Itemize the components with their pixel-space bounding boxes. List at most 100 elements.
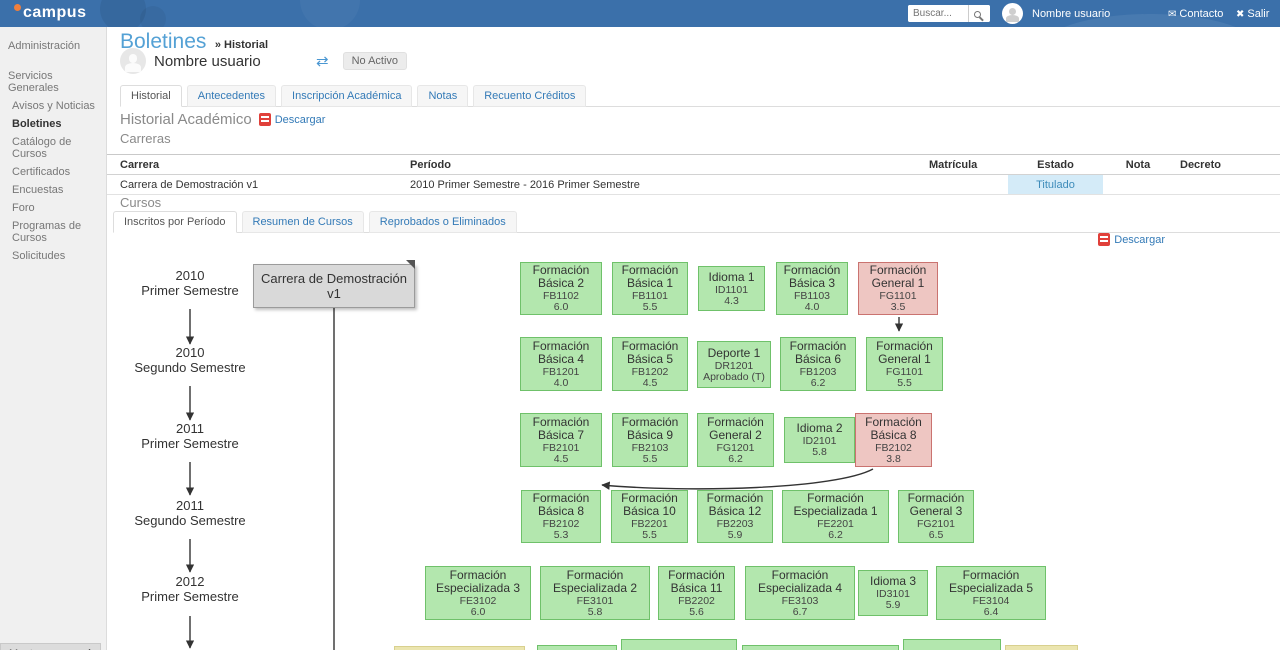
course-grade: 5.5 <box>642 301 658 313</box>
course-fb2203[interactable]: Formación Básica 12 FB2203 5.9 <box>697 490 773 543</box>
course-grade: 5.9 <box>727 529 743 541</box>
course-fg2101[interactable]: Formación General 3 FG2101 6.5 <box>898 490 974 543</box>
course-fe3102[interactable]: Formación Especializada 3 FE3102 6.0 <box>425 566 531 620</box>
download-link[interactable]: Descargar <box>1114 233 1165 246</box>
course-fb1102[interactable]: Formación Básica 2 FB1102 6.0 <box>520 262 602 315</box>
column-header-periodo: Período <box>410 159 451 171</box>
course-fb2103[interactable]: Formación Básica 9 FB2103 5.5 <box>612 413 688 467</box>
contact-link[interactable]: ✉ Contacto <box>1168 8 1224 20</box>
course-code: FB1201 <box>542 365 580 378</box>
course-fb1101[interactable]: Formación Básica 1 FB1101 5.5 <box>612 262 688 315</box>
course-name: Formación General 2 <box>707 414 764 442</box>
course-fg1201[interactable]: Formación General 2 FG1201 6.2 <box>697 413 774 467</box>
course-name: Formación Básica 6 <box>789 338 847 366</box>
cursos-tab-inscritos-por-periodo[interactable]: Inscritos por Período <box>113 211 237 233</box>
course-name: Formación Básica 2 <box>532 263 590 290</box>
course-code: FB1103 <box>794 290 830 302</box>
column-header-carrera: Carrera <box>120 159 160 171</box>
course-name: Idioma 1 <box>708 269 755 284</box>
course-id3101[interactable]: Idioma 3 ID3101 5.9 <box>858 570 928 616</box>
course-code: FE3102 <box>459 594 497 607</box>
user-icon <box>1002 3 1023 24</box>
logout-link[interactable]: ✖ Salir <box>1236 8 1270 20</box>
course-fe3104[interactable]: Formación Especializada 5 FE3104 6.4 <box>936 566 1046 620</box>
course-grade: Aprobado (T) <box>703 370 765 383</box>
course-fe3103[interactable]: Formación Especializada 4 FE3103 6.7 <box>745 566 855 620</box>
section-heading: Historial Académico <box>120 111 252 128</box>
course-name: Formación Especializada 1 <box>793 491 878 518</box>
course-fb2102[interactable]: Formación Básica 8 FB2102 3.8 <box>855 413 932 467</box>
decorative-circle <box>300 0 360 27</box>
main-content: Boletines » Historial Nombre usuario ⇄ N… <box>107 27 1280 650</box>
course-formacion[interactable]: Formación <box>903 639 1001 650</box>
carreras-table-header: Carrera Período Matrícula Estado Nota Decreto <box>107 154 1280 175</box>
download-link[interactable]: Descargar <box>274 113 326 126</box>
course-fb2202[interactable]: Formación Básica 11 FB2202 5.6 <box>658 566 735 620</box>
course-fg1101[interactable]: Formación General 1 FG1101 3.5 <box>858 262 938 315</box>
table-row: Carrera de Demostración v1 2010 Primer S… <box>107 175 1280 195</box>
sidebar-item-encuestas[interactable]: Encuestas <box>12 184 64 196</box>
cell-estado: Titulado <box>1008 175 1103 194</box>
course-name: Formación Básica 8 <box>865 414 922 442</box>
sidebar-item-foro[interactable]: Foro <box>12 202 35 214</box>
career-box[interactable]: Carrera de Demostración v1 <box>253 260 415 308</box>
course-name: Formación General 3 <box>907 491 965 518</box>
course-name: Formación General 1 <box>869 263 927 290</box>
tab-historial[interactable]: Historial <box>120 85 182 107</box>
sidebar-item-avisos-y-noticias[interactable]: Avisos y Noticias <box>12 100 95 112</box>
course-fe3101[interactable]: Formación Especializada 2 FE3101 5.8 <box>540 566 650 620</box>
course-box[interactable] <box>1005 645 1078 650</box>
sidebar-item-catalogo-de-cursos[interactable]: Catálogo de Cursos <box>12 136 72 160</box>
topbar-username[interactable]: Nombre usuario <box>1032 8 1111 20</box>
topbar-avatar[interactable] <box>1002 3 1023 24</box>
show-menu-button[interactable]: Mostrar un menú <box>0 643 102 650</box>
course-fb2201[interactable]: Formación Básica 10 FB2201 5.5 <box>611 490 688 543</box>
course-name: Formación Básica 3 <box>783 263 841 290</box>
pdf-icon <box>258 113 271 126</box>
tab-inscripcion-academica[interactable]: Inscripción Académica <box>281 85 413 107</box>
course-code: ID1101 <box>714 283 749 296</box>
envelope-icon: ✉ <box>1168 9 1177 20</box>
search-icon <box>974 11 981 18</box>
course-box[interactable] <box>394 646 525 650</box>
course-name: Formación Básica 8 <box>532 491 590 518</box>
search-button[interactable] <box>968 5 990 22</box>
page-title: Boletines <box>120 30 207 53</box>
course-name: Formación General 1 <box>876 338 933 366</box>
tab-antecedentes[interactable]: Antecedentes <box>186 85 277 107</box>
course-name: Formación Básica 7 <box>532 414 590 442</box>
course-fb1203[interactable]: Formación Básica 6 FB1203 6.2 <box>780 337 856 391</box>
course-grade: 6.2 <box>728 452 743 465</box>
sidebar-item-solicitudes[interactable]: Solicitudes <box>12 250 66 262</box>
course-fg1101[interactable]: Formación General 1 FG1101 5.5 <box>866 337 943 391</box>
course-fb2101[interactable]: Formación Básica 7 FB2101 4.5 <box>520 413 602 467</box>
course-box[interactable] <box>537 645 617 650</box>
course-grade: 4.0 <box>553 376 569 389</box>
course-fb1201[interactable]: Formación Básica 4 FB1201 4.0 <box>520 337 602 391</box>
course-code: FB2203 <box>716 518 754 530</box>
course-id2101[interactable]: Idioma 2 ID2101 5.8 <box>784 417 855 463</box>
course-fe2201[interactable]: Formación Especializada 1 FE2201 6.2 <box>782 490 889 543</box>
sidebar-item-boletines[interactable]: Boletines <box>12 118 62 130</box>
course-code: FB2103 <box>631 441 669 454</box>
cell-carrera: Carrera de Demostración v1 <box>120 179 259 191</box>
campus-logo[interactable]: campus <box>14 4 86 22</box>
sidebar-item-programas-de-cursos[interactable]: Programas de Cursos <box>12 220 82 244</box>
swap-user-icon[interactable]: ⇄ <box>316 53 329 70</box>
course-fb1103[interactable]: Formación Básica 3 FB1103 4.0 <box>776 262 848 315</box>
course-dr1201[interactable]: Deporte 1 DR1201 Aprobado (T) <box>697 341 771 388</box>
sidebar-item-certificados[interactable]: Certificados <box>12 166 71 178</box>
course-box[interactable] <box>742 645 899 650</box>
course-id1101[interactable]: Idioma 1 ID1101 4.3 <box>698 266 765 311</box>
search-input[interactable] <box>908 5 968 22</box>
cursos-tab-reprobados-o-eliminados[interactable]: Reprobados o Eliminados <box>368 211 517 233</box>
course-fb1202[interactable]: Formación Básica 5 FB1202 4.5 <box>612 337 688 391</box>
cursos-tab-resumen-de-cursos[interactable]: Resumen de Cursos <box>241 211 364 233</box>
course-grade: 4.0 <box>804 301 820 313</box>
tab-notas[interactable]: Notas <box>417 85 469 107</box>
course-formacion[interactable]: Formación <box>621 639 737 650</box>
tab-recuento-creditos[interactable]: Recuento Créditos <box>473 85 587 107</box>
course-fb2102[interactable]: Formación Básica 8 FB2102 5.3 <box>521 490 601 543</box>
course-name: Formación Básica 10 <box>621 491 678 518</box>
course-grade: 4.3 <box>724 294 739 307</box>
